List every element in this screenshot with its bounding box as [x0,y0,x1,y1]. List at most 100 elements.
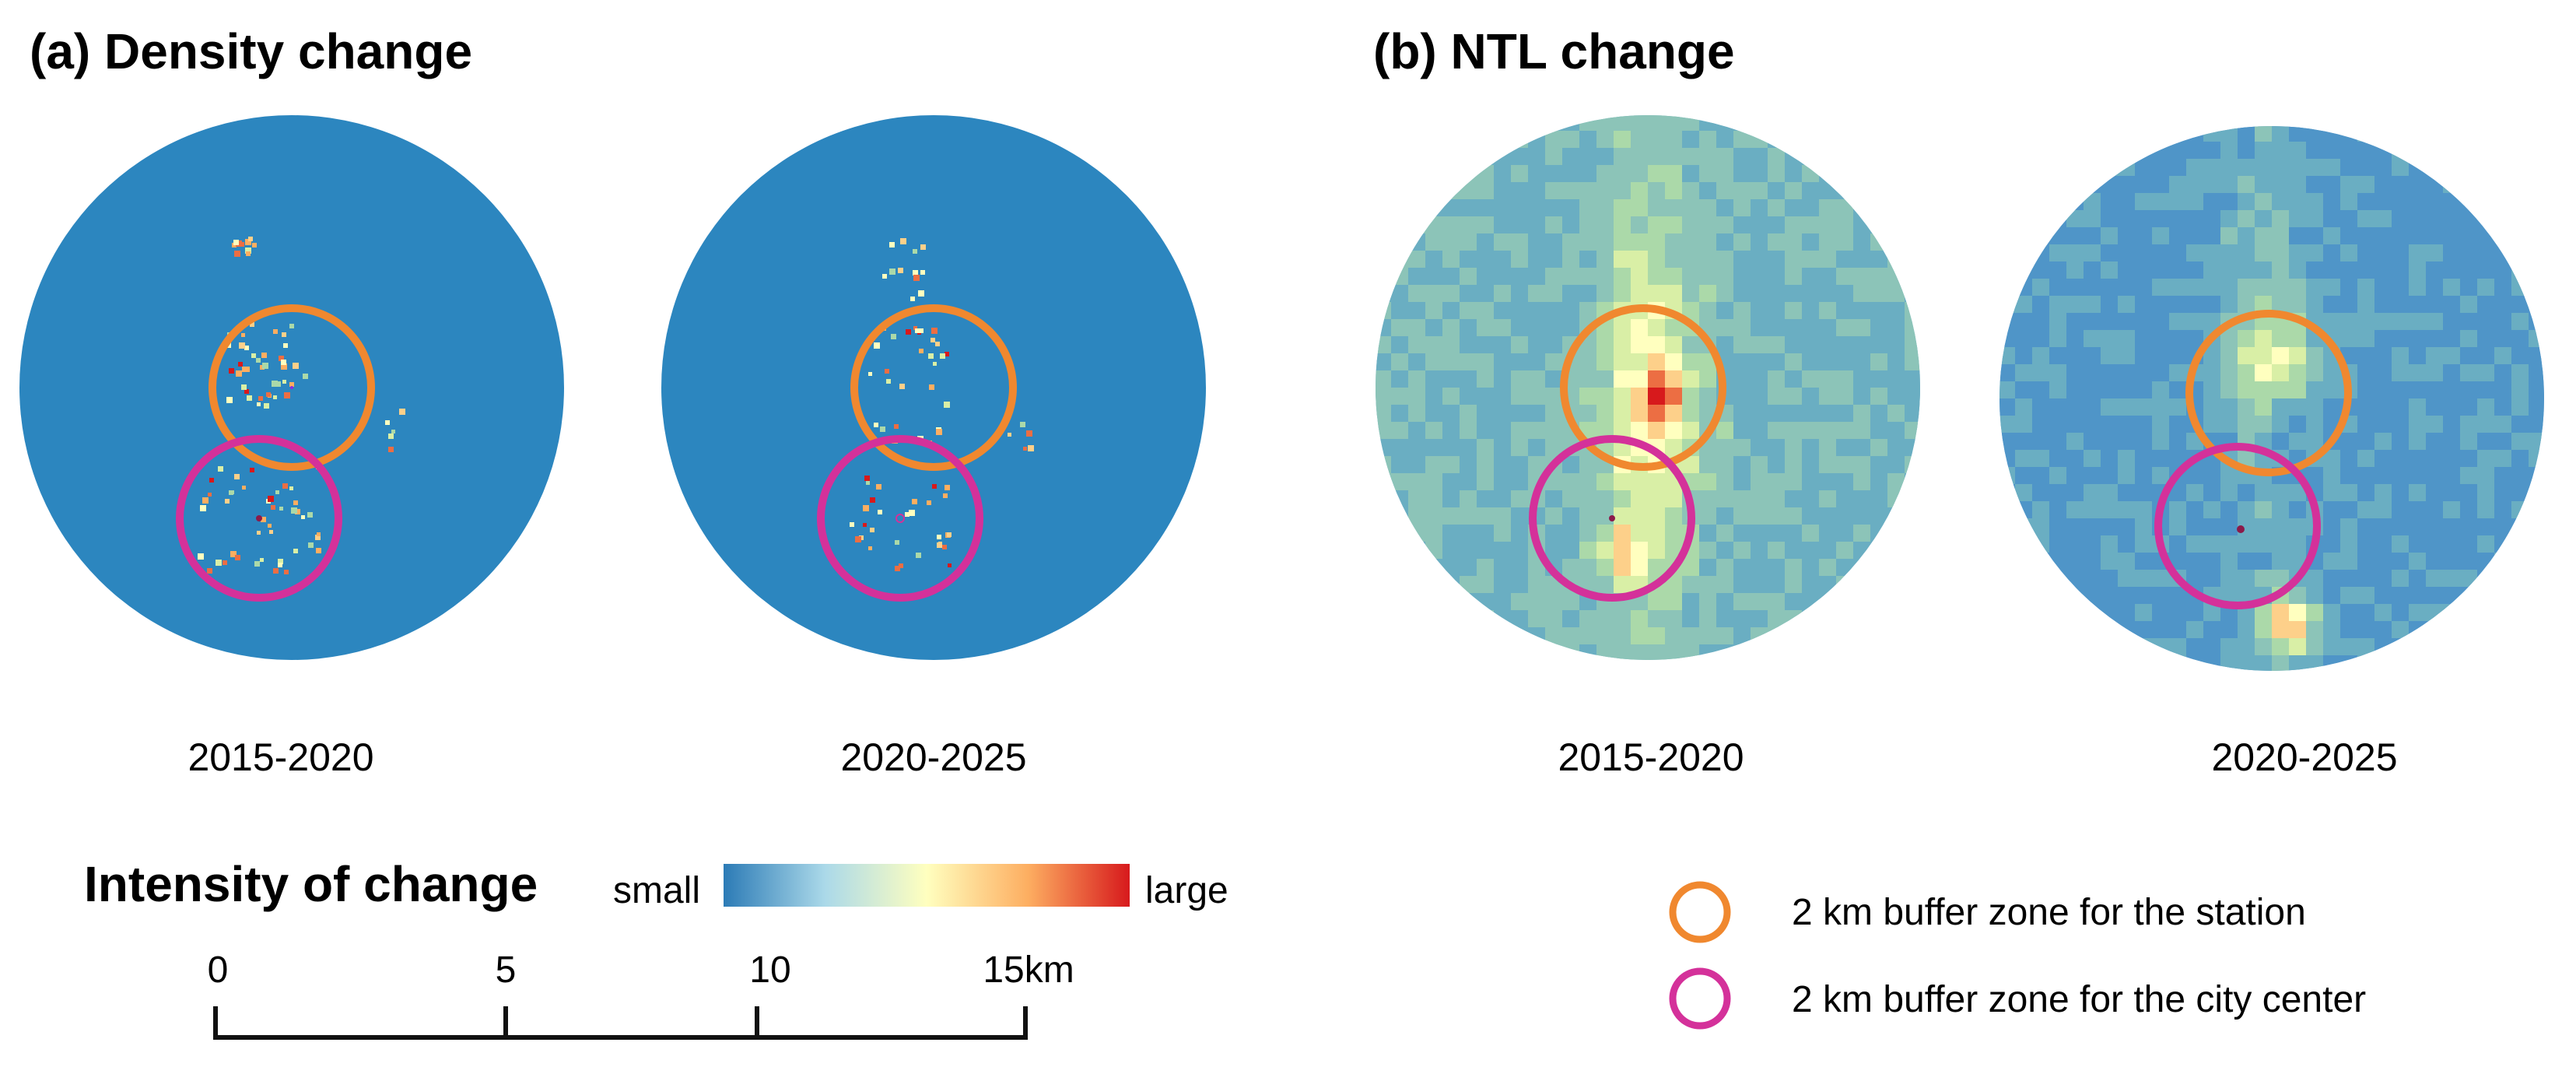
raster-cell [2409,330,2426,347]
raster-cell [2152,313,2169,330]
raster-cell [1442,199,1460,216]
raster-cell [1682,559,1699,576]
raster-cell [2049,655,2066,671]
raster-cell [1477,644,1494,660]
raster-cell [1408,199,1425,216]
raster-cell [2357,364,2374,381]
raster-cell [1442,285,1460,302]
raster-cell [1528,610,1545,627]
raster-cell [2289,484,2306,501]
raster-cell [2357,347,2374,364]
raster-cell [2015,193,2032,210]
raster-cell [2169,364,2186,381]
raster-cell [2409,638,2426,655]
raster-cell [1870,302,1887,319]
raster-cell [2306,244,2323,261]
raster-cell [1579,525,1596,542]
raster-cell [2409,227,2426,244]
raster-cell [1785,131,1802,148]
raster-cell [2392,142,2409,159]
raster-cell [1887,627,1905,644]
raster-cell [2289,433,2306,450]
raster-cell [1425,439,1442,456]
raster-cell [2203,553,2220,570]
raster-cell [2049,398,2066,416]
raster-cell [2066,126,2084,142]
raster-cell [2340,176,2357,193]
raster-cell [1614,336,1631,353]
raster-cell [2511,467,2529,484]
raster-cell [2340,227,2357,244]
raster-cell [1699,405,1716,422]
raster-cell [2511,570,2529,587]
raster-cell [2169,621,2186,638]
raster-cell [2032,279,2049,296]
raster-cell [1425,370,1442,388]
raster-cell [1477,627,1494,644]
raster-cell [2015,330,2032,347]
raster-cell [2529,244,2544,261]
raster-cell [1528,576,1545,593]
raster-cell [2426,261,2443,279]
raster-cell [1545,644,1562,660]
raster-cell [1477,370,1494,388]
raster-cell [2460,381,2477,398]
station-buffer-legend-swatch [1669,881,1731,943]
raster-cell [2186,467,2203,484]
raster-cell [2477,433,2494,450]
raster-cell [1391,473,1408,490]
raster-cell [240,242,244,247]
raster-cell [1494,148,1511,165]
raster-cell [1494,405,1511,422]
raster-cell [1905,319,1920,336]
raster-cell [2032,126,2049,142]
raster-cell [1836,216,1853,233]
raster-cell [2511,416,2529,433]
raster-cell [2460,279,2477,296]
raster-cell [293,363,299,369]
raster-cell [1716,199,1733,216]
raster-cell [2409,279,2426,296]
raster-cell [2357,638,2374,655]
raster-cell [2084,501,2101,518]
raster-cell [1716,131,1733,148]
raster-cell [289,486,293,490]
raster-cell [2152,261,2169,279]
raster-cell [2135,518,2152,535]
raster-cell [1460,439,1477,456]
raster-cell [1442,388,1460,405]
raster-cell [2084,364,2101,381]
raster-cell [308,542,314,548]
raster-cell [1819,233,1836,251]
raster-cell [2511,535,2529,553]
raster-cell [2220,501,2238,518]
raster-cell [1562,490,1579,507]
raster-cell [1648,627,1665,644]
raster-cell [2066,621,2084,638]
raster-cell [2203,501,2220,518]
raster-cell [1716,559,1733,576]
raster-cell [2529,126,2544,142]
raster-cell [1665,353,1682,370]
raster-cell [1887,490,1905,507]
raster-cell [1376,405,1391,422]
raster-cell [2238,227,2255,244]
raster-cell [2203,604,2220,621]
raster-cell [1733,165,1751,182]
raster-cell [2169,416,2186,433]
raster-cell [2374,587,2392,604]
raster-cell [1870,473,1887,490]
raster-cell [1579,165,1596,182]
raster-cell [1699,182,1716,199]
raster-cell [2220,655,2238,671]
raster-cell [2186,484,2203,501]
raster-cell [2272,244,2289,261]
raster-cell [863,505,869,511]
raster-cell [229,490,233,495]
raster-cell [1716,610,1733,627]
station-buffer-ring [209,304,375,471]
raster-cell [1733,251,1751,268]
raster-cell [2118,553,2135,570]
raster-cell [1733,627,1751,644]
raster-cell [2152,655,2169,671]
